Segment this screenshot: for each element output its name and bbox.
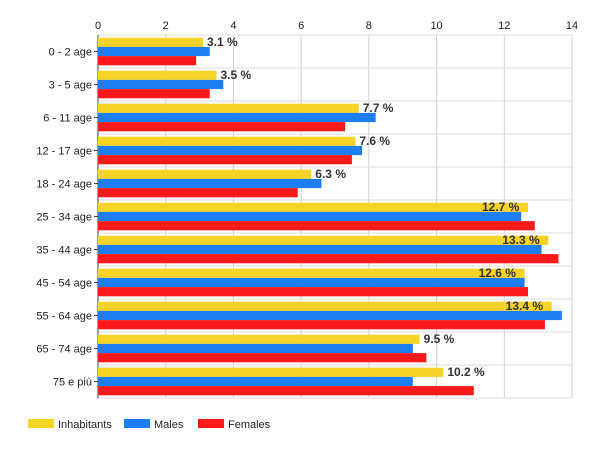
bar-males-1	[98, 79, 224, 90]
bar-males-10	[98, 376, 413, 387]
data-label: 13.4 %	[506, 299, 544, 313]
x-tick-label-4: 4	[230, 20, 236, 32]
bar-females-7	[98, 287, 528, 297]
legend-label-inhabitants: Inhabitants	[58, 419, 112, 431]
bar-females-0	[98, 56, 197, 66]
data-label: 3.5 %	[221, 68, 252, 82]
legend-swatch-females	[198, 419, 224, 428]
bar-inhabitants-5	[98, 202, 528, 212]
bar-males-5	[98, 211, 522, 222]
bar-inhabitants-3	[98, 136, 356, 146]
bar-males-9	[98, 343, 413, 354]
data-label: 9.5 %	[424, 332, 455, 346]
legend-swatch-inhabitants	[28, 419, 54, 428]
data-label: 13.3 %	[502, 233, 540, 247]
x-tick-label-2: 2	[163, 20, 169, 32]
x-tick-label-14: 14	[566, 20, 578, 32]
bar-inhabitants-6	[98, 235, 549, 245]
bar-inhabitants-9	[98, 334, 420, 344]
bar-males-6	[98, 244, 542, 255]
category-label: 65 - 74 age	[36, 344, 92, 356]
bar-males-2	[98, 112, 376, 123]
legend-label-males: Males	[154, 419, 184, 431]
bar-inhabitants-1	[98, 70, 217, 80]
y-axis-categories: 0 - 2 age 3 - 5 age 6 - 11 age 12 - 17 age 1…	[36, 47, 98, 389]
category-label: 55 - 64 age	[36, 311, 92, 323]
legend-label-females: Females	[228, 419, 271, 431]
category-label: 35 - 44 age	[36, 245, 92, 257]
data-label: 12.7 %	[482, 200, 520, 214]
data-label: 12.6 %	[479, 266, 517, 280]
data-label: 10.2 %	[447, 365, 485, 379]
category-label: 18 - 24 age	[36, 179, 92, 191]
bar-inhabitants-10	[98, 367, 444, 377]
x-tick-label-6: 6	[298, 20, 304, 32]
x-tick-label-8: 8	[366, 20, 372, 32]
data-labels: 3.1 % 3.5 % 7.7 % 7.6 % 6.3 % 12.7 % 13.3 % 12.…	[207, 35, 543, 379]
x-tick-label-0: 0	[95, 20, 101, 32]
data-label: 3.1 %	[207, 35, 238, 49]
bar-females-3	[98, 155, 352, 165]
bar-inhabitants-4	[98, 169, 312, 179]
category-label: 6 - 11 age	[43, 113, 92, 125]
bar-females-4	[98, 188, 298, 198]
bar-males-3	[98, 145, 363, 156]
data-label: 6.3 %	[315, 167, 346, 181]
category-label: 3 - 5 age	[49, 80, 92, 92]
bar-inhabitants-8	[98, 301, 552, 311]
category-label: 12 - 17 age	[36, 146, 92, 158]
grid-layer	[97, 34, 573, 399]
bar-females-9	[98, 353, 427, 363]
category-label: 0 - 2 age	[49, 47, 92, 59]
bar-inhabitants-2	[98, 103, 359, 113]
category-label: 75 e più	[53, 377, 92, 389]
data-label: 7.7 %	[363, 101, 394, 115]
bar-males-7	[98, 277, 525, 288]
x-tick-label-12: 12	[498, 20, 510, 32]
bar-females-2	[98, 122, 346, 132]
bar-males-8	[98, 310, 562, 321]
bar-females-1	[98, 89, 210, 99]
bar-males-0	[98, 46, 210, 57]
bar-females-10	[98, 386, 474, 396]
legend: Inhabitants Males Females	[28, 419, 271, 431]
x-tick-label-10: 10	[430, 20, 442, 32]
bar-females-6	[98, 254, 559, 264]
category-label: 45 - 54 age	[36, 278, 92, 290]
legend-swatch-males	[124, 419, 150, 428]
bar-inhabitants-0	[98, 37, 203, 47]
bar-males-4	[98, 178, 322, 189]
data-label: 7.6 %	[359, 134, 390, 148]
x-axis-ticks: 0 2 4 6 8 10 12 14	[95, 20, 578, 32]
category-label: 25 - 34 age	[36, 212, 92, 224]
bar-females-5	[98, 221, 535, 231]
bar-inhabitants-7	[98, 268, 525, 278]
bar-females-8	[98, 320, 545, 330]
bars	[98, 37, 562, 396]
